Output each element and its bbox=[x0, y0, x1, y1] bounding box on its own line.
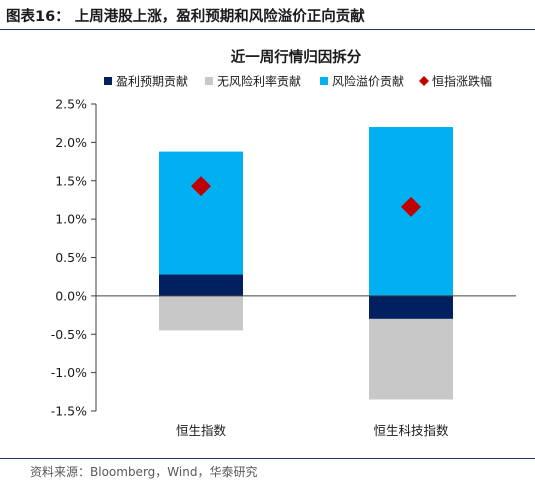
y-tick-label: 0.5% bbox=[55, 250, 87, 265]
figure-footer-rule bbox=[0, 458, 535, 459]
diamond-marker bbox=[191, 176, 211, 197]
figure-header: 图表16： 上周港股上涨，盈利预期和风险溢价正向贡献 bbox=[0, 0, 535, 30]
legend-swatch bbox=[320, 77, 328, 85]
legend-label: 恒指涨跌幅 bbox=[432, 74, 492, 89]
y-tick-label: 2.5% bbox=[55, 97, 87, 112]
legend-swatch bbox=[104, 77, 112, 85]
chart-bars bbox=[159, 127, 453, 400]
legend-swatch bbox=[419, 76, 429, 86]
legend-swatch bbox=[205, 77, 213, 85]
bar-segment bbox=[159, 274, 243, 296]
legend-label: 无风险利率贡献 bbox=[217, 74, 301, 89]
bar-segment bbox=[369, 318, 453, 400]
x-tick-label: 恒生科技指数 bbox=[373, 423, 449, 438]
y-tick-label: 2.0% bbox=[55, 135, 87, 150]
chart-axes: -1.5% -1.0% -0.5% 0.0% 0.5% 1.0% 1.5% 2.0% 2.5% 恒… bbox=[51, 97, 516, 438]
diamond-marker bbox=[401, 196, 421, 217]
y-tick-label: 0.0% bbox=[55, 288, 87, 303]
y-tick-label: -0.5% bbox=[51, 327, 87, 342]
chart-legend: 盈利预期贡献 无风险利率贡献 风险溢价贡献 恒指涨跌幅 bbox=[104, 74, 492, 89]
x-tick-label: 恒生指数 bbox=[176, 423, 227, 438]
chart-title: 近一周行情归因拆分 bbox=[231, 48, 362, 66]
y-tick-label: 1.5% bbox=[55, 173, 87, 188]
figure-source: 资料来源：Bloomberg，Wind，华泰研究 bbox=[30, 465, 258, 479]
bar-segment bbox=[159, 295, 243, 331]
bar-segment bbox=[159, 151, 243, 275]
figure-title: 图表16： 上周港股上涨，盈利预期和风险溢价正向贡献 bbox=[6, 9, 365, 25]
y-tick-label: 1.0% bbox=[55, 212, 87, 227]
y-tick-label: -1.0% bbox=[51, 365, 87, 380]
y-tick-label: -1.5% bbox=[51, 404, 87, 419]
stacked-bar-chart: 近一周行情归因拆分 盈利预期贡献 无风险利率贡献 风险溢价贡献 恒指涨跌幅 -1.5%… bbox=[51, 48, 516, 438]
bar-segment bbox=[369, 295, 453, 319]
legend-label: 盈利预期贡献 bbox=[116, 74, 188, 89]
chart-markers bbox=[191, 176, 421, 217]
legend-label: 风险溢价贡献 bbox=[332, 74, 404, 89]
